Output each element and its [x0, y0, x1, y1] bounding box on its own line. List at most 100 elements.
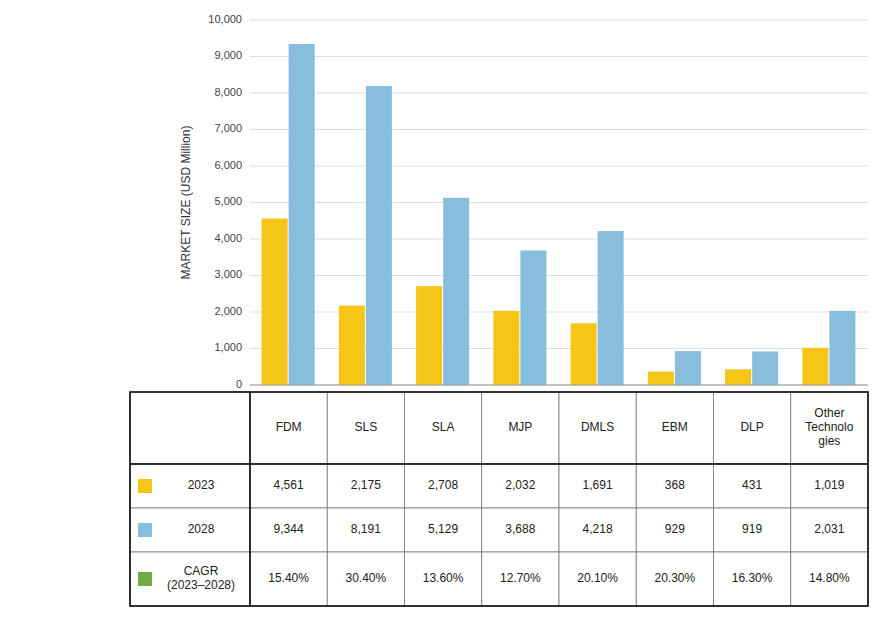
table-value: 9,344	[274, 522, 304, 536]
table-cell	[130, 508, 250, 552]
tick-label: 8,000	[214, 86, 242, 98]
table-cell	[327, 508, 404, 552]
table-value: 8,191	[351, 522, 381, 536]
grid	[250, 20, 868, 385]
grid-line	[250, 56, 868, 57]
table-cell	[636, 392, 713, 464]
grid-line	[250, 385, 868, 386]
category-label: FDM	[276, 420, 302, 434]
table-value: 2,708	[428, 478, 458, 492]
table-value: 20.30%	[655, 571, 696, 585]
table-value: 13.60%	[423, 571, 464, 585]
chart: 01,0002,0003,0004,0005,0006,0007,0008,00…	[0, 0, 884, 630]
table-value: 1,691	[583, 478, 613, 492]
table-border	[130, 392, 868, 606]
axis-label: MARKET SIZE (USD Million)	[179, 126, 193, 280]
table-cell	[559, 508, 636, 552]
x-axis-line	[250, 385, 868, 386]
table-value: 4,218	[583, 522, 613, 536]
table-value: 3,688	[505, 522, 535, 536]
table-cell	[130, 552, 250, 606]
bar	[416, 286, 442, 385]
bar	[493, 311, 519, 385]
table-cell	[559, 392, 636, 464]
category-label: OtherTechnologies	[805, 406, 853, 448]
table-cell	[791, 552, 868, 606]
table-cell	[130, 464, 250, 508]
table-cell	[482, 464, 559, 508]
table-cell	[405, 508, 482, 552]
tick-label: 4,000	[214, 232, 242, 244]
legend-swatch	[138, 479, 152, 493]
table-divider	[249, 392, 251, 606]
category-label: EBM	[662, 420, 688, 434]
table-value: 919	[742, 522, 762, 536]
legend-swatch	[138, 572, 152, 586]
tick-label: 9,000	[214, 49, 242, 61]
grid-line	[250, 239, 868, 240]
bar	[648, 372, 674, 385]
table-cell	[405, 392, 482, 464]
table-cell	[636, 464, 713, 508]
bar	[598, 231, 624, 385]
table-cell	[714, 552, 791, 606]
table-cell	[482, 392, 559, 464]
grid-line	[250, 275, 868, 276]
bars	[262, 44, 856, 385]
table-cell	[130, 392, 250, 464]
table-cell	[791, 464, 868, 508]
table-value: 14.80%	[809, 571, 850, 585]
series-label: CAGR(2023–2028)	[167, 564, 235, 592]
table-cell	[714, 392, 791, 464]
tick-label: 0	[236, 378, 242, 390]
tick-label: 6,000	[214, 159, 242, 171]
table-value: 16.30%	[732, 571, 773, 585]
category-label: MJP	[508, 420, 532, 434]
legend-swatch	[138, 523, 152, 537]
table-value: 12.70%	[500, 571, 541, 585]
bar	[339, 306, 365, 385]
bar	[520, 250, 546, 385]
category-label: DMLS	[581, 420, 614, 434]
table-cell	[559, 552, 636, 606]
grid-line	[250, 129, 868, 130]
bar	[366, 86, 392, 385]
table-value: 2,175	[351, 478, 381, 492]
table-value: 431	[742, 478, 762, 492]
table-cell	[250, 552, 327, 606]
table-value: 5,129	[428, 522, 458, 536]
bar	[725, 369, 751, 385]
bar	[443, 198, 469, 385]
table-value: 4,561	[274, 478, 304, 492]
table-divider	[130, 463, 868, 465]
table-cell	[482, 508, 559, 552]
bar	[829, 311, 855, 385]
grid-line	[250, 93, 868, 94]
table-cell	[327, 464, 404, 508]
tick-label: 5,000	[214, 195, 242, 207]
category-label: SLA	[432, 420, 455, 434]
table-value: 20.10%	[577, 571, 618, 585]
series-label: 2023	[188, 478, 215, 492]
table-value: 15.40%	[268, 571, 309, 585]
table-cell	[636, 552, 713, 606]
table-cell	[714, 464, 791, 508]
bar	[675, 351, 701, 385]
table-cell	[559, 464, 636, 508]
table-cell	[636, 508, 713, 552]
table-cell	[714, 508, 791, 552]
table-cell	[250, 508, 327, 552]
table-value: 368	[665, 478, 685, 492]
table-cell	[327, 392, 404, 464]
bar	[752, 351, 778, 385]
data-table: FDMSLSSLAMJPDMLSEBMDLPOtherTechnologies2…	[130, 392, 868, 606]
table-cell	[250, 464, 327, 508]
grid-line	[250, 166, 868, 167]
bar	[262, 219, 288, 385]
category-label: DLP	[740, 420, 763, 434]
tick-label: 3,000	[214, 268, 242, 280]
bar	[571, 323, 597, 385]
table-cell	[482, 552, 559, 606]
table-value: 2,032	[505, 478, 535, 492]
table-cell	[791, 392, 868, 464]
